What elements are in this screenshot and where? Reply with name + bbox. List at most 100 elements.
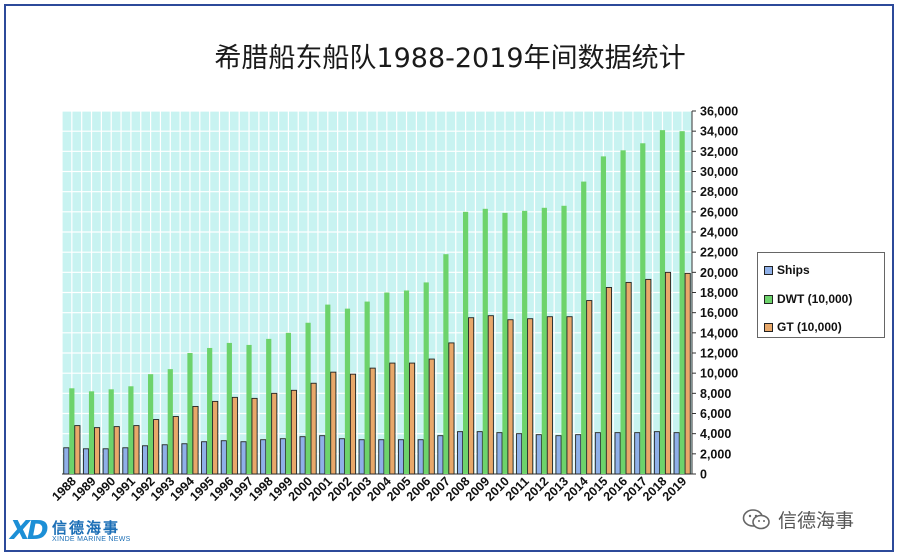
bar-dwt-2014 xyxy=(581,181,587,475)
bar-ships-1993 xyxy=(161,444,168,475)
bar-ships-2004 xyxy=(378,439,385,475)
bar-dwt-2009 xyxy=(482,208,488,474)
y-tick-label: 24,000 xyxy=(700,226,738,240)
chart-title: 希腊船东船队1988-2019年间数据统计 xyxy=(214,43,686,74)
y-tick-label: 26,000 xyxy=(700,205,738,219)
y-tick-label: 14,000 xyxy=(700,326,738,340)
bar-ships-2001 xyxy=(319,435,326,475)
bar-gt-1995 xyxy=(212,400,219,475)
watermark-text: 信德海事 xyxy=(778,510,855,532)
bar-ships-2013 xyxy=(555,435,562,475)
bar-ships-1999 xyxy=(279,438,286,475)
bar-ships-2011 xyxy=(516,433,523,475)
bar-ships-1998 xyxy=(260,439,267,475)
bar-gt-1999 xyxy=(290,389,297,475)
bar-gt-2011 xyxy=(527,318,534,475)
y-tick-label: 18,000 xyxy=(700,286,738,300)
bar-dwt-2005 xyxy=(403,290,410,474)
bar-dwt-1996 xyxy=(226,342,232,474)
bar-gt-1993 xyxy=(172,416,179,475)
bar-gt-2015 xyxy=(605,287,612,475)
chart-legend: Ships DWT (10,000) GT (10,000) xyxy=(757,252,885,338)
bar-gt-2016 xyxy=(625,281,632,475)
y-tick-label: 22,000 xyxy=(700,246,738,260)
bar-ships-1997 xyxy=(240,441,247,475)
bar-ships-2000 xyxy=(299,436,306,475)
bar-gt-2013 xyxy=(566,316,573,475)
bar-dwt-2011 xyxy=(522,210,528,474)
bar-dwt-2016 xyxy=(620,150,626,474)
bar-dwt-1988 xyxy=(69,388,75,474)
bar-dwt-1994 xyxy=(187,353,193,474)
legend-swatch-gt xyxy=(764,322,773,332)
bar-dwt-2004 xyxy=(384,292,390,474)
legend-swatch-ships xyxy=(764,265,773,275)
bar-dwt-1997 xyxy=(246,344,252,474)
y-tick-label: 36,000 xyxy=(700,105,738,119)
logo-en-text: XINDE MARINE NEWS xyxy=(52,536,131,543)
legend-label-ships: Ships xyxy=(777,263,810,277)
bar-dwt-2018 xyxy=(659,130,666,475)
bar-gt-2001 xyxy=(330,371,337,475)
bar-ships-2005 xyxy=(397,439,405,475)
bar-ships-1990 xyxy=(102,448,109,475)
y-tick-label: 20,000 xyxy=(700,266,738,280)
legend-item-dwt: DWT (10,000) xyxy=(764,292,852,306)
bar-gt-2008 xyxy=(468,317,475,475)
legend-label-dwt: DWT (10,000) xyxy=(777,292,853,306)
bar-gt-1996 xyxy=(231,396,238,475)
bar-gt-2019 xyxy=(684,272,691,475)
y-tick-label: 0 xyxy=(700,468,707,482)
bar-ships-1995 xyxy=(201,441,208,475)
bar-dwt-2006 xyxy=(423,282,429,474)
bar-gt-1988 xyxy=(74,425,81,475)
bar-dwt-1998 xyxy=(266,338,272,474)
bar-gt-2012 xyxy=(546,316,553,475)
bar-ships-2019 xyxy=(673,432,680,475)
bar-dwt-1992 xyxy=(147,374,154,474)
bar-ships-2003 xyxy=(358,439,365,475)
bar-ships-2006 xyxy=(417,439,424,475)
wechat-watermark: 信德海事 xyxy=(742,506,854,533)
bar-dwt-2017 xyxy=(640,143,646,474)
y-tick-label: 28,000 xyxy=(700,185,738,199)
bar-dwt-2010 xyxy=(502,212,508,474)
bar-dwt-1991 xyxy=(128,386,134,474)
bar-gt-2005 xyxy=(408,362,416,475)
wechat-icon xyxy=(742,508,770,529)
bar-gt-2007 xyxy=(448,342,455,475)
bar-ships-1996 xyxy=(220,440,227,475)
bar-gt-2000 xyxy=(310,382,317,475)
bar-dwt-2015 xyxy=(600,156,607,474)
bar-dwt-2000 xyxy=(305,322,311,474)
bar-ships-1988 xyxy=(63,447,70,475)
bar-gt-1989 xyxy=(93,427,101,475)
bar-gt-1992 xyxy=(153,419,160,475)
bar-dwt-1999 xyxy=(285,332,292,474)
bar-ships-2007 xyxy=(437,435,444,475)
xinde-logo: XD 信德海事 XINDE MARINE NEWS xyxy=(10,516,160,548)
bar-gt-2002 xyxy=(349,373,357,475)
y-tick-label: 6,000 xyxy=(700,407,731,421)
bar-dwt-2002 xyxy=(344,308,351,474)
y-tick-label: 2,000 xyxy=(700,447,731,461)
bar-dwt-1989 xyxy=(88,391,95,474)
y-axis-ticks: 0 2,000 4,000 6,000 8,000 10,000 12,000 14,000 1… xyxy=(692,105,738,482)
bar-ships-2017 xyxy=(634,432,641,475)
bar-dwt-2013 xyxy=(561,205,567,475)
y-tick-label: 10,000 xyxy=(700,367,738,381)
bar-ships-1992 xyxy=(142,445,149,475)
bar-gt-2014 xyxy=(586,300,593,475)
legend-item-gt: GT (10,000) xyxy=(764,320,842,334)
bar-ships-2012 xyxy=(535,434,542,475)
bar-gt-2017 xyxy=(645,278,652,475)
bar-gt-2010 xyxy=(507,319,514,475)
bar-gt-1998 xyxy=(271,392,278,475)
bar-ships-2009 xyxy=(476,431,483,475)
bar-dwt-2007 xyxy=(443,254,449,474)
bar-ships-2018 xyxy=(653,431,661,475)
y-tick-label: 32,000 xyxy=(700,145,738,159)
logo-cn-text: 信德海事 xyxy=(52,519,121,537)
bar-ships-2014 xyxy=(575,434,582,475)
